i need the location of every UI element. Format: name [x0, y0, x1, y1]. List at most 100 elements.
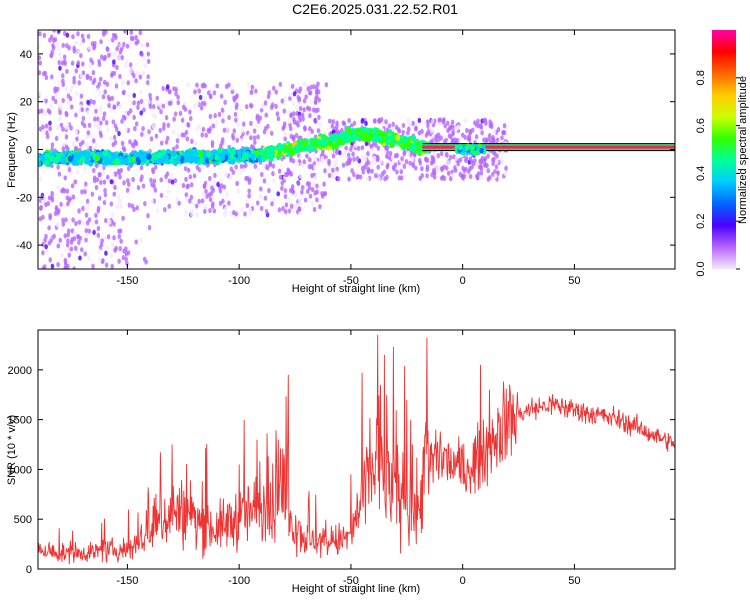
spectrogram-cell — [154, 133, 159, 139]
spectrogram-cell — [56, 222, 60, 228]
spectrogram-cell — [110, 212, 115, 218]
spectrogram-cell — [80, 120, 85, 126]
spectrogram-cell — [94, 142, 99, 148]
spectrogram-cell — [408, 120, 412, 126]
spectrogram-cell — [259, 186, 263, 192]
spectrogram-cell — [327, 158, 331, 164]
spectrogram-cell — [480, 130, 484, 136]
spectrogram-cell — [53, 36, 58, 43]
spectrogram-cell — [87, 122, 92, 128]
spectrogram-cell — [303, 197, 308, 203]
spectrogram-cell — [254, 88, 258, 94]
spectrogram-cell — [214, 120, 219, 126]
colorbar-tick-label: 0.4 — [695, 166, 707, 181]
spectrogram-cell — [307, 185, 312, 191]
spectrogram-cell — [418, 160, 423, 166]
spectrogram-cell — [41, 214, 45, 220]
spectrogram-cell — [102, 199, 107, 206]
spectrogram-cell — [463, 134, 467, 140]
spectrogram-cell — [70, 60, 75, 66]
spectrogram-cell — [292, 91, 297, 97]
spectrogram-cell — [252, 128, 257, 134]
spectrogram-cell — [492, 129, 497, 135]
spectrogram-cell — [81, 220, 85, 226]
spectrogram-cell — [164, 194, 169, 201]
spectrogram-cell — [44, 123, 49, 129]
spectrogram-cell — [92, 45, 96, 51]
spectrogram-cell — [302, 159, 307, 165]
spectrogram-cell — [291, 111, 296, 117]
spectrogram-cell — [283, 208, 288, 215]
spectrogram-cell — [313, 175, 318, 181]
colorbar-tick-label: 0.0 — [695, 261, 707, 276]
spectrogram-cell — [351, 135, 357, 142]
spectrogram-cell — [308, 90, 313, 96]
spectrogram-cell — [280, 185, 284, 191]
spectrogram-cell — [54, 204, 59, 211]
spectrogram-cell — [333, 161, 338, 167]
y-tick-label: -40 — [16, 240, 32, 252]
spectrogram-cell — [57, 51, 62, 58]
spectrogram-cell — [56, 243, 61, 249]
spectrogram-cell — [166, 188, 171, 194]
spectrogram-cell — [352, 156, 356, 162]
spectrogram-cell — [420, 173, 424, 179]
spectrogram-cell — [197, 167, 202, 173]
spectrogram-cell — [131, 176, 135, 183]
spectrogram-cell — [152, 153, 158, 160]
spectrogram-cell — [439, 135, 443, 141]
spectrogram-cell — [377, 117, 382, 124]
spectrogram-cell — [204, 188, 208, 194]
spectrogram-cell — [437, 117, 441, 123]
spectrogram-cell — [171, 146, 176, 152]
spectrogram-cell — [173, 178, 178, 184]
spectrogram-cell — [215, 83, 220, 89]
spectrogram-cell — [450, 119, 455, 125]
spectrogram-cell — [46, 108, 51, 114]
spectrogram-cell — [95, 87, 100, 93]
spectrogram-cell — [97, 248, 102, 254]
spectrogram-cell — [61, 126, 65, 132]
spectrogram-cell — [185, 136, 190, 142]
spectrogram-cell — [283, 136, 287, 142]
spectrogram-cell — [111, 141, 116, 148]
spectrogram-cell — [464, 145, 470, 152]
spectrogram-cell — [48, 126, 52, 132]
spectrogram-cell — [383, 176, 387, 182]
spectrogram-cell — [58, 65, 62, 71]
spectrogram-cell — [410, 157, 415, 163]
spectrogram-cell — [117, 130, 121, 137]
spectrogram-cell — [96, 232, 101, 238]
spectrogram-cell — [78, 255, 82, 261]
spectrogram-cell — [212, 208, 217, 214]
spectrogram-cell — [129, 100, 134, 106]
spectrogram-cell — [45, 130, 49, 136]
spectrogram-cell — [444, 165, 449, 171]
spectrogram-cell — [442, 139, 447, 145]
spectrogram-cell — [81, 61, 85, 67]
spectrogram-cell — [274, 89, 279, 95]
spectrogram-cell — [74, 40, 79, 46]
spectrogram-cell — [108, 219, 112, 225]
spectrogram-cell — [76, 31, 80, 37]
spectrogram-cell — [166, 122, 171, 128]
spectrogram-cell — [329, 136, 335, 144]
spectrogram-cell — [94, 212, 98, 218]
spectrogram-cell — [245, 202, 250, 208]
spectrogram-cell — [109, 253, 114, 259]
spectrogram-cell — [495, 137, 500, 143]
spectrogram-cell — [188, 109, 192, 115]
spectrogram-cell — [445, 120, 450, 126]
spectrogram-cell — [121, 215, 125, 221]
spectrogram-cell — [201, 82, 206, 88]
spectrogram-cell — [80, 33, 85, 39]
spectrogram-cell — [203, 208, 207, 215]
spectrogram-cell — [247, 193, 251, 199]
spectrogram-cell — [448, 154, 453, 160]
spectrogram-cell — [133, 125, 137, 132]
spectrogram-cell — [64, 134, 69, 140]
spectrogram-cell — [181, 104, 186, 110]
spectrogram-cell — [125, 43, 130, 49]
spectrogram-cell — [159, 177, 164, 183]
